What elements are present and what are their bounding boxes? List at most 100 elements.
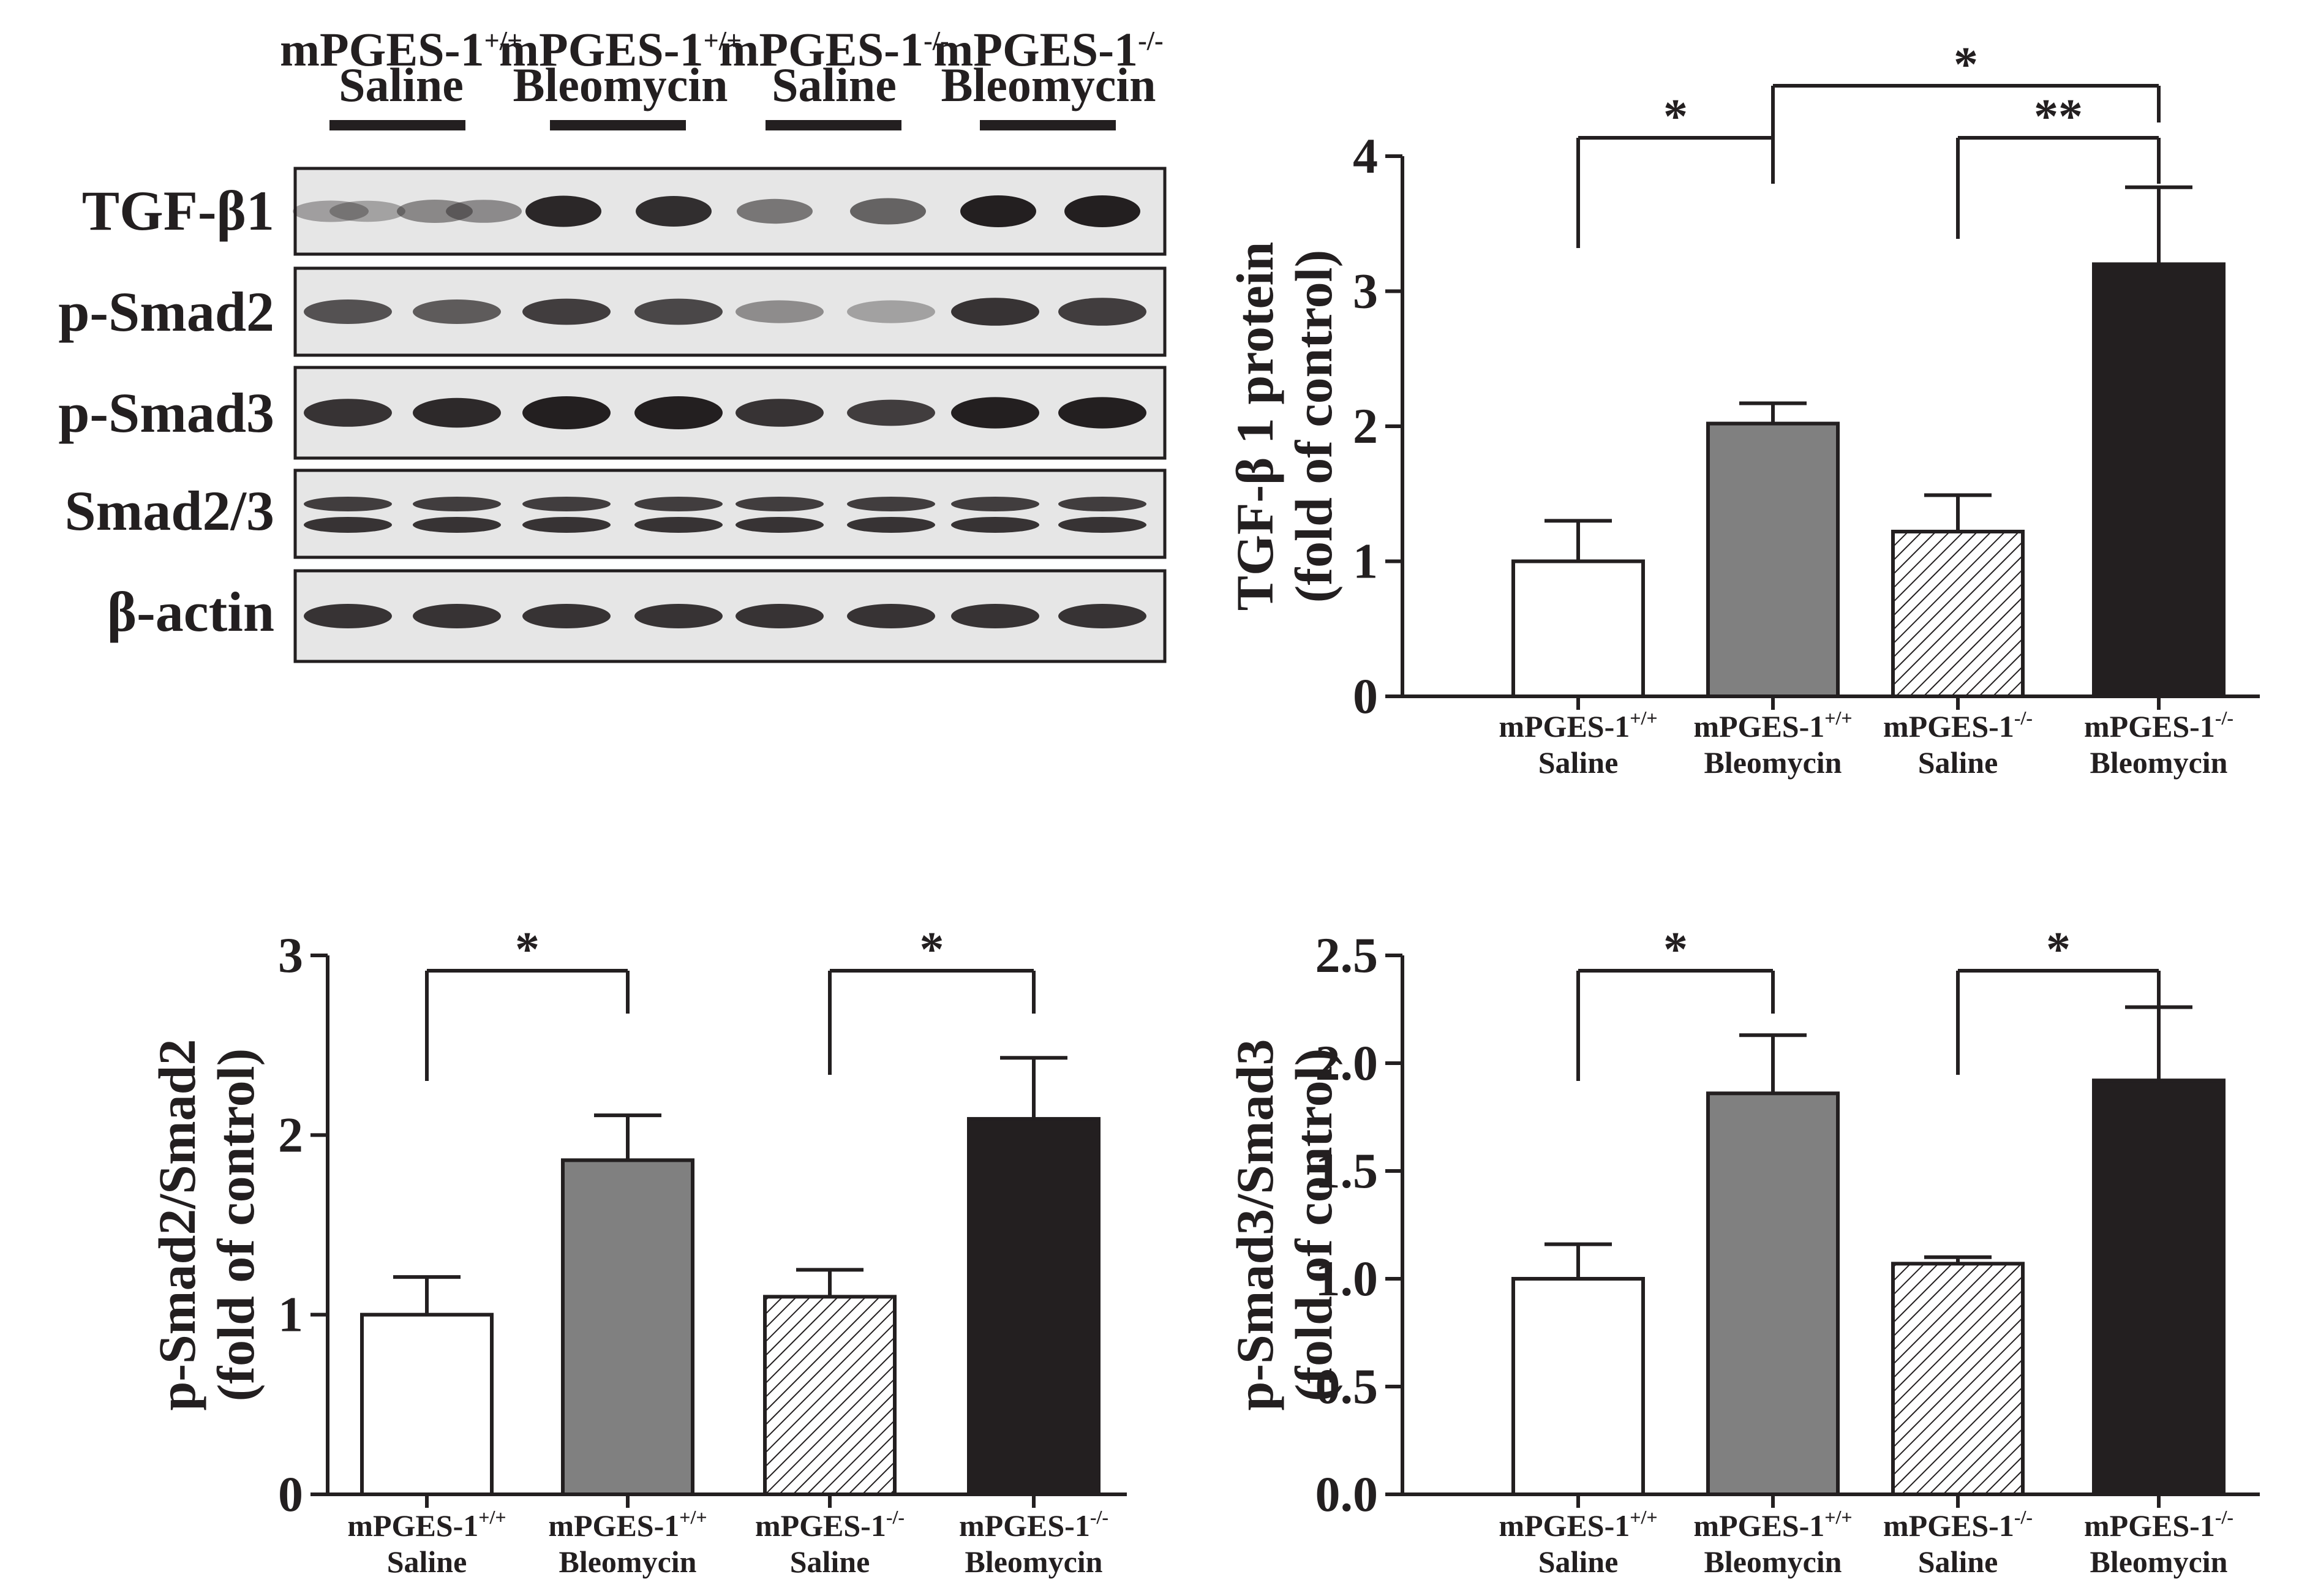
chart-p-smad3: 0.0 0.5 1.0 1.5 2.0 2.5 p-Smad3/Smad3(fold of … (1225, 923, 2260, 1579)
blot-label-tgf-b1: TGF-β1 (82, 179, 274, 242)
blot-band (1058, 298, 1146, 326)
blot-band (847, 497, 935, 511)
x-tick-label: Bleomycin (559, 1545, 697, 1579)
blot-label-p-smad3: p-Smad3 (58, 382, 274, 444)
blot-band (446, 200, 522, 223)
blot-band (304, 399, 392, 427)
svg-text:mPGES-1-/-: mPGES-1-/- (719, 23, 949, 76)
significance-label: * (2046, 923, 2071, 977)
blot-band (304, 299, 392, 324)
blot-band (522, 604, 611, 628)
y-tick-label: 2 (278, 1107, 303, 1162)
x-tick-label: Saline (1918, 745, 1998, 780)
blot-band (1064, 195, 1140, 227)
x-tick-label: Saline (1538, 745, 1619, 780)
blot-band (951, 397, 1039, 429)
blot-strip (293, 469, 1167, 559)
blot-band (413, 397, 501, 428)
x-tick-label: Saline (790, 1545, 870, 1579)
y-axis-label: p-Smad2/Smad2(fold of control) (148, 1039, 265, 1411)
y-axis-label: p-Smad3/Smad3(fold of control) (1225, 1039, 1343, 1411)
blot-band (413, 299, 501, 324)
blot-band (736, 399, 824, 427)
bar (1706, 421, 1840, 699)
bar (1706, 1091, 1840, 1496)
blot-band (413, 604, 501, 628)
x-tick-label: mPGES-1-/- (2084, 1506, 2233, 1543)
x-tick-label: Saline (1918, 1545, 1998, 1579)
blot-group-header-3: mPGES-1-/- Saline (719, 23, 949, 130)
y-tick-label: 3 (1353, 263, 1378, 319)
x-tick-label: mPGES-1+/+ (548, 1506, 707, 1543)
svg-text:mPGES-1+/+: mPGES-1+/+ (280, 23, 522, 76)
bar (967, 1116, 1101, 1496)
bar (763, 1295, 897, 1496)
blot-band (329, 200, 405, 222)
blot-band (634, 396, 723, 429)
bar (1511, 1277, 1645, 1496)
bar (1891, 529, 2025, 698)
x-tick-label: Bleomycin (965, 1545, 1103, 1579)
blot-band (847, 399, 935, 426)
svg-text:Saline: Saline (339, 58, 464, 111)
blot-strips (293, 167, 1167, 663)
significance-label: * (1663, 923, 1688, 977)
blot-band (634, 298, 723, 325)
y-axis-label: TGF-β 1 protein(fold of control) (1225, 242, 1343, 611)
y-tick-label: 0 (1353, 668, 1378, 724)
x-tick-label: Saline (387, 1545, 467, 1579)
blot-band (951, 497, 1039, 511)
western-blot-panel: mPGES-1+/+ Saline mPGES-1+/+ Bleomycin m… (58, 23, 1167, 663)
blot-band (397, 200, 473, 223)
x-tick-label: mPGES-1-/- (959, 1506, 1108, 1543)
blot-band (522, 396, 611, 429)
svg-text:mPGES-1-/-: mPGES-1-/- (933, 23, 1163, 76)
blot-band (304, 517, 392, 533)
blot-strip (293, 167, 1167, 256)
blot-strip (293, 366, 1167, 460)
x-tick-label: mPGES-1-/- (2084, 707, 2233, 743)
bar (360, 1312, 494, 1497)
blot-band (1058, 604, 1146, 628)
bar (2092, 262, 2226, 698)
blot-label-smad2-3: Smad2/3 (64, 480, 274, 542)
x-tick-label: mPGES-1-/- (1883, 707, 2033, 743)
x-tick-label: mPGES-1-/- (755, 1506, 905, 1543)
group-underline (766, 120, 901, 130)
blot-group-header-2: mPGES-1+/+ Bleomycin (499, 23, 742, 130)
blot-band (951, 604, 1039, 628)
group-underline (550, 120, 686, 130)
blot-strip-frame (293, 469, 1167, 559)
y-tick-label: 1.5 (1315, 1143, 1379, 1199)
blot-band (522, 517, 611, 533)
blot-band (522, 298, 611, 325)
y-tick-label: 0.0 (1315, 1466, 1379, 1522)
group-underline (329, 120, 465, 130)
blot-band (847, 604, 935, 628)
group-underline (980, 120, 1116, 130)
x-tick-label: Bleomycin (1704, 1545, 1842, 1579)
bar (561, 1158, 694, 1496)
blot-band (736, 517, 824, 533)
blot-band (736, 604, 824, 628)
chart-p-smad2: 0 1 2 3p-Smad2/Smad2(fold of control) mPGES-… (148, 923, 1127, 1579)
svg-text:mPGES-1+/+: mPGES-1+/+ (499, 23, 742, 76)
blot-label-p-smad2: p-Smad2 (58, 280, 274, 343)
x-tick-label: mPGES-1+/+ (1499, 1506, 1657, 1543)
y-tick-label: 2.5 (1315, 927, 1379, 983)
significance-label: * (515, 923, 540, 977)
svg-text:Bleomycin: Bleomycin (513, 58, 728, 111)
svg-text:Saline: Saline (772, 58, 897, 111)
y-tick-label: 4 (1353, 128, 1378, 184)
x-tick-label: mPGES-1+/+ (1499, 707, 1657, 743)
blot-band (737, 198, 813, 224)
y-tick-label: 1.0 (1315, 1251, 1379, 1306)
chart-tgf-b1: 0 1 2 3 4 TGF-β 1 protein(fold of control) mPG… (1225, 38, 2260, 780)
significance-label: * (1663, 90, 1688, 144)
y-tick-label: 1 (278, 1287, 303, 1342)
blot-band (850, 198, 926, 225)
blot-band (304, 604, 392, 628)
x-tick-label: Bleomycin (1704, 745, 1842, 780)
bar (1511, 559, 1645, 698)
